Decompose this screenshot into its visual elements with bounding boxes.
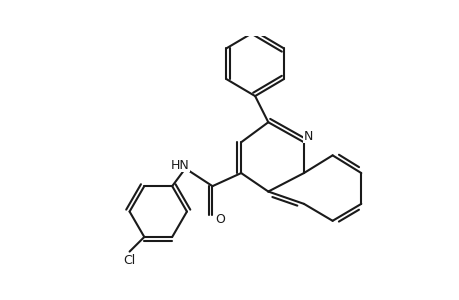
Text: Cl: Cl bbox=[123, 254, 135, 267]
Text: N: N bbox=[303, 130, 313, 142]
Text: HN: HN bbox=[170, 159, 189, 172]
Text: O: O bbox=[215, 213, 225, 226]
